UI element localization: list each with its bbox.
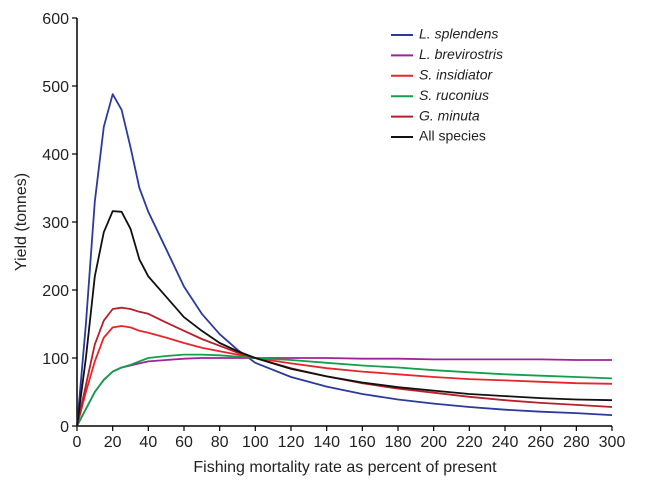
series-line [76, 210, 613, 427]
x-tick-label: 160 [349, 434, 376, 451]
x-tick-label: 60 [175, 434, 193, 451]
x-tick-label: 280 [563, 434, 590, 451]
legend-label: L. brevirostris [419, 46, 503, 62]
legend-label: L. splendens [419, 26, 498, 42]
x-tick-label: 80 [211, 434, 229, 451]
x-tick-label: 100 [242, 434, 269, 451]
series-line [76, 325, 613, 427]
x-tick-label: 20 [104, 434, 122, 451]
y-tick-label: 100 [42, 351, 69, 368]
legend-label: All species [419, 128, 486, 144]
series-line [76, 357, 612, 427]
series-line [76, 353, 613, 427]
y-tick-label: 200 [42, 283, 69, 300]
x-tick-label: 220 [456, 434, 483, 451]
y-tick-label: 400 [42, 147, 69, 164]
x-axis-label: Fishing mortality rate as percent of pre… [193, 459, 497, 476]
x-tick-label: 200 [420, 434, 447, 451]
x-tick-label: 240 [492, 434, 519, 451]
x-tick-label: 300 [599, 434, 626, 451]
y-axis-label: Yield (tonnes) [13, 173, 30, 271]
legend-label: S. insidiator [419, 67, 493, 83]
y-tick-label: 300 [42, 215, 69, 232]
series-line [76, 306, 613, 427]
x-tick-label: 120 [278, 434, 305, 451]
y-tick-label: 0 [60, 419, 69, 436]
series-line [76, 93, 613, 427]
x-tick-label: 140 [313, 434, 340, 451]
legend-label: S. ruconius [419, 87, 489, 103]
y-tick-label: 600 [42, 11, 69, 28]
x-tick-label: 40 [139, 434, 157, 451]
x-tick-label: 180 [385, 434, 412, 451]
legend-label: G. minuta [419, 107, 480, 123]
y-tick-label: 500 [42, 79, 69, 96]
x-tick-label: 0 [73, 434, 82, 451]
x-tick-label: 260 [527, 434, 554, 451]
